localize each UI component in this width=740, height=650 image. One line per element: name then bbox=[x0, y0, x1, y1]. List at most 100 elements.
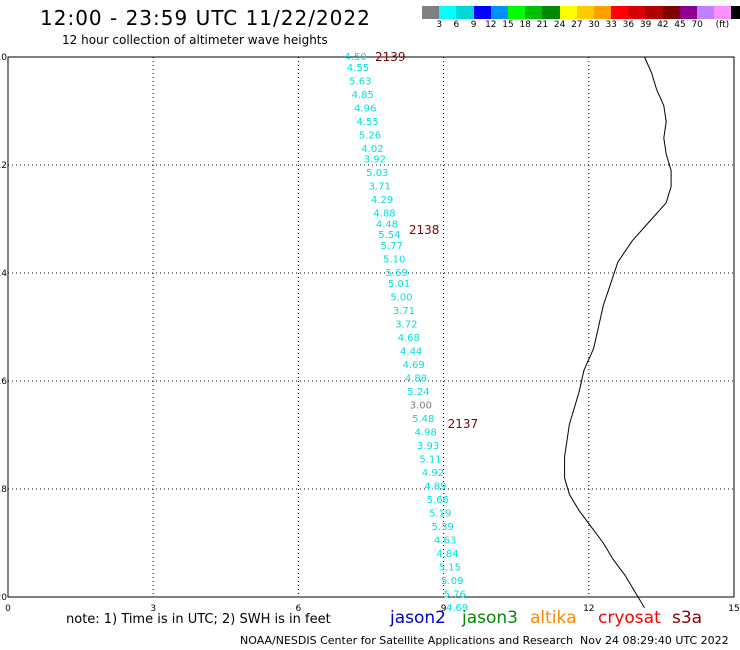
scale-swatch bbox=[456, 6, 474, 19]
wave-height-label: 4.92 bbox=[422, 468, 444, 479]
scale-swatch bbox=[525, 6, 543, 19]
wave-height-label: 5.00 bbox=[390, 292, 412, 303]
scale-label: 3 bbox=[436, 20, 443, 30]
wave-height-label: 3.71 bbox=[369, 182, 391, 193]
wave-height-label: 5.15 bbox=[439, 562, 461, 573]
wave-height-label: 4.55 bbox=[356, 117, 378, 128]
scale-label: 39 bbox=[639, 20, 652, 30]
wave-height-label: 3.93 bbox=[417, 441, 439, 452]
wave-height-label: 5.19 bbox=[429, 508, 451, 519]
wave-height-label: 3.92 bbox=[364, 155, 386, 166]
wave-height-label: 4.69 bbox=[402, 360, 424, 371]
scale-swatch bbox=[422, 6, 440, 19]
scale-swatch bbox=[439, 6, 457, 19]
wave-height-label: 4.84 bbox=[436, 549, 458, 560]
wave-height-label: 5.69 bbox=[386, 268, 408, 279]
wave-height-label: 4.63 bbox=[434, 535, 456, 546]
wave-height-label: 5.03 bbox=[366, 168, 388, 179]
satellite-label-jason2: jason2 bbox=[390, 608, 446, 628]
satellite-label-cryosat: cryosat bbox=[598, 608, 661, 628]
wave-height-label: 5.24 bbox=[407, 387, 429, 398]
wave-height-label: 4.89 bbox=[424, 481, 446, 492]
scale-swatch bbox=[473, 6, 491, 19]
wave-height-label: 4.50 bbox=[344, 52, 366, 63]
pass-id-label: 2139 bbox=[375, 50, 406, 64]
scale-swatch bbox=[628, 6, 646, 19]
wave-height-label: 4.29 bbox=[371, 195, 393, 206]
scale-label: 9 bbox=[470, 20, 477, 30]
footer-timestamp: Nov 24 08:29:40 UTC 2022 bbox=[580, 634, 729, 647]
wave-height-label: 4.55 bbox=[347, 63, 369, 74]
scale-label: 36 bbox=[622, 20, 635, 30]
x-tick-label: 0 bbox=[5, 604, 11, 614]
scale-swatch bbox=[714, 6, 732, 19]
scale-swatch bbox=[645, 6, 663, 19]
scale-label: 33 bbox=[605, 20, 617, 30]
scale-label: 24 bbox=[553, 20, 566, 30]
wave-height-label: 4.69 bbox=[446, 603, 468, 614]
note-text: note: 1) Time is in UTC; 2) SWH is in fe… bbox=[66, 612, 331, 627]
scale-label: 45 bbox=[674, 20, 686, 30]
pass-id-label: 2138 bbox=[409, 223, 440, 237]
color-scale-labels: 3 6 9 12 15 18 21 24 27 30 33 36 39 42 45 70 (ft) bbox=[422, 19, 740, 33]
wave-height-label: 5.66 bbox=[427, 495, 449, 506]
wave-height-label: 5.54 bbox=[378, 230, 400, 241]
x-tick-label: 12 bbox=[583, 604, 594, 614]
y-tick-label: -12 bbox=[0, 161, 7, 171]
satellite-label-altika: altika bbox=[530, 608, 577, 628]
scale-swatch bbox=[490, 6, 508, 19]
y-tick-label: -16 bbox=[0, 377, 7, 387]
wave-height-label: 4.48 bbox=[376, 219, 398, 230]
wave-height-label: 3.00 bbox=[410, 400, 432, 411]
map-frame bbox=[7, 56, 735, 598]
scale-swatch bbox=[507, 6, 526, 19]
wave-height-label: 5.76 bbox=[444, 589, 466, 600]
scale-label: 30 bbox=[588, 20, 600, 30]
scale-swatch bbox=[559, 6, 577, 19]
y-tick-label: -14 bbox=[0, 269, 7, 279]
wave-height-label: 5.10 bbox=[383, 255, 405, 266]
scale-label: 12 bbox=[485, 20, 497, 30]
wave-height-label: 5.48 bbox=[412, 414, 434, 425]
wave-height-label: 4.96 bbox=[354, 103, 376, 114]
wave-height-label: 5.26 bbox=[359, 130, 381, 141]
wave-height-label: 4.68 bbox=[398, 333, 420, 344]
wave-height-label: 5.63 bbox=[349, 76, 371, 87]
y-tick-label: -10 bbox=[0, 53, 7, 63]
scale-swatch bbox=[542, 6, 560, 19]
footer-credit: NOAA/NESDIS Center for Satellite Applica… bbox=[240, 634, 574, 647]
wave-height-label: 4.88 bbox=[373, 209, 395, 220]
color-scale-legend: 3 6 9 12 15 18 21 24 27 30 33 36 39 42 45 70 (ft) bbox=[422, 6, 740, 33]
wave-height-label: 4.98 bbox=[415, 427, 437, 438]
scale-swatch bbox=[731, 6, 740, 19]
scale-swatch bbox=[593, 6, 612, 19]
scale-label: 15 bbox=[502, 20, 514, 30]
scale-label: (ft) bbox=[715, 20, 730, 30]
pass-id-label: 2137 bbox=[448, 417, 479, 431]
y-tick-label: -20 bbox=[0, 593, 7, 603]
wave-height-label: 4.85 bbox=[352, 90, 374, 101]
x-tick-label: 3 bbox=[150, 604, 156, 614]
x-tick-label: 9 bbox=[441, 604, 447, 614]
wave-height-label: 5.77 bbox=[381, 241, 403, 252]
wave-height-label: 4.44 bbox=[400, 346, 422, 357]
scale-label: 6 bbox=[453, 20, 460, 30]
scale-swatch bbox=[662, 6, 680, 19]
scale-swatch bbox=[679, 6, 697, 19]
scale-label: 18 bbox=[519, 20, 531, 30]
wave-height-label: 5.09 bbox=[441, 576, 463, 587]
wave-height-label: 3.72 bbox=[395, 319, 417, 330]
wave-height-label: 4.88 bbox=[405, 373, 427, 384]
wave-height-label: 5.39 bbox=[432, 522, 454, 533]
satellite-label-s3a: s3a bbox=[672, 608, 703, 628]
satellite-label-jason3: jason3 bbox=[462, 608, 518, 628]
scale-swatch bbox=[697, 6, 715, 19]
wave-height-label: 5.11 bbox=[419, 454, 441, 465]
scale-swatch bbox=[576, 6, 594, 19]
scale-label: 70 bbox=[691, 20, 703, 30]
scale-swatch bbox=[611, 6, 629, 19]
wave-height-label: 3.71 bbox=[393, 306, 415, 317]
y-tick-label: -18 bbox=[0, 485, 7, 495]
x-tick-label: 6 bbox=[296, 604, 302, 614]
